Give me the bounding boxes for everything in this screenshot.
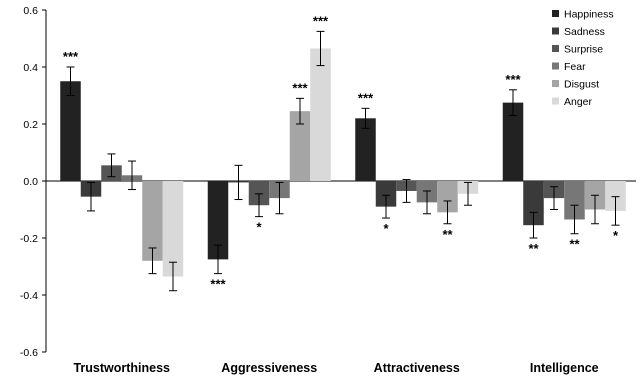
- significance-label: **: [528, 241, 539, 256]
- y-tick-label: -0.2: [20, 233, 38, 245]
- legend: Happiness Sadness Surprise Fear Disgust Anger: [552, 9, 614, 108]
- legend-swatch: [552, 97, 559, 105]
- significance-label: *: [256, 220, 262, 235]
- y-tick-label: -0.4: [20, 290, 38, 302]
- legend-swatch: [552, 62, 559, 70]
- legend-label: Anger: [564, 96, 593, 108]
- bar: [289, 111, 311, 181]
- category-label: Intelligence: [530, 361, 599, 375]
- legend-label: Happiness: [564, 9, 614, 21]
- bar: [162, 181, 184, 277]
- bar: [355, 118, 376, 181]
- y-tick-label: 0.0: [23, 176, 38, 188]
- y-tick-label: 0.4: [23, 62, 38, 74]
- bar: [60, 81, 81, 181]
- significance-label: **: [442, 227, 453, 242]
- category-label: Aggressiveness: [221, 361, 317, 375]
- bars-layer: [60, 30, 626, 292]
- legend-swatch: [552, 80, 559, 87]
- legend-label: Fear: [564, 61, 586, 73]
- significance-label: ***: [63, 49, 79, 64]
- y-tick-label: 0.2: [23, 119, 38, 131]
- category-label: Trustworthiness: [73, 361, 170, 375]
- significance-label: *: [383, 221, 389, 236]
- category-label: Attractiveness: [374, 361, 460, 375]
- legend-label: Sadness: [564, 26, 605, 38]
- significance-label: ***: [505, 72, 521, 87]
- bar: [437, 181, 458, 213]
- significance-label: ***: [313, 13, 329, 28]
- significance-label: ***: [292, 80, 308, 95]
- legend-label: Surprise: [564, 44, 603, 56]
- y-tick-label: -0.6: [20, 347, 38, 359]
- bar: [605, 181, 626, 211]
- significance-label: **: [569, 237, 580, 252]
- legend-swatch: [552, 45, 559, 52]
- bar: [142, 181, 163, 261]
- bar: [248, 181, 270, 206]
- legend-swatch: [552, 27, 559, 35]
- y-tick-label: 0.6: [23, 5, 38, 17]
- significance-label: *: [613, 228, 619, 243]
- bar: [523, 181, 544, 226]
- bar: [502, 102, 524, 181]
- bar: [207, 181, 229, 260]
- significance-label: ***: [358, 90, 374, 105]
- bar: [375, 181, 397, 207]
- significance-label: ***: [210, 277, 226, 292]
- bar: [564, 181, 585, 220]
- legend-label: Disgust: [564, 79, 599, 91]
- bar: [310, 48, 331, 181]
- legend-swatch: [552, 10, 559, 17]
- labels-layer: Trustworthiness***Aggressiveness********…: [63, 13, 619, 375]
